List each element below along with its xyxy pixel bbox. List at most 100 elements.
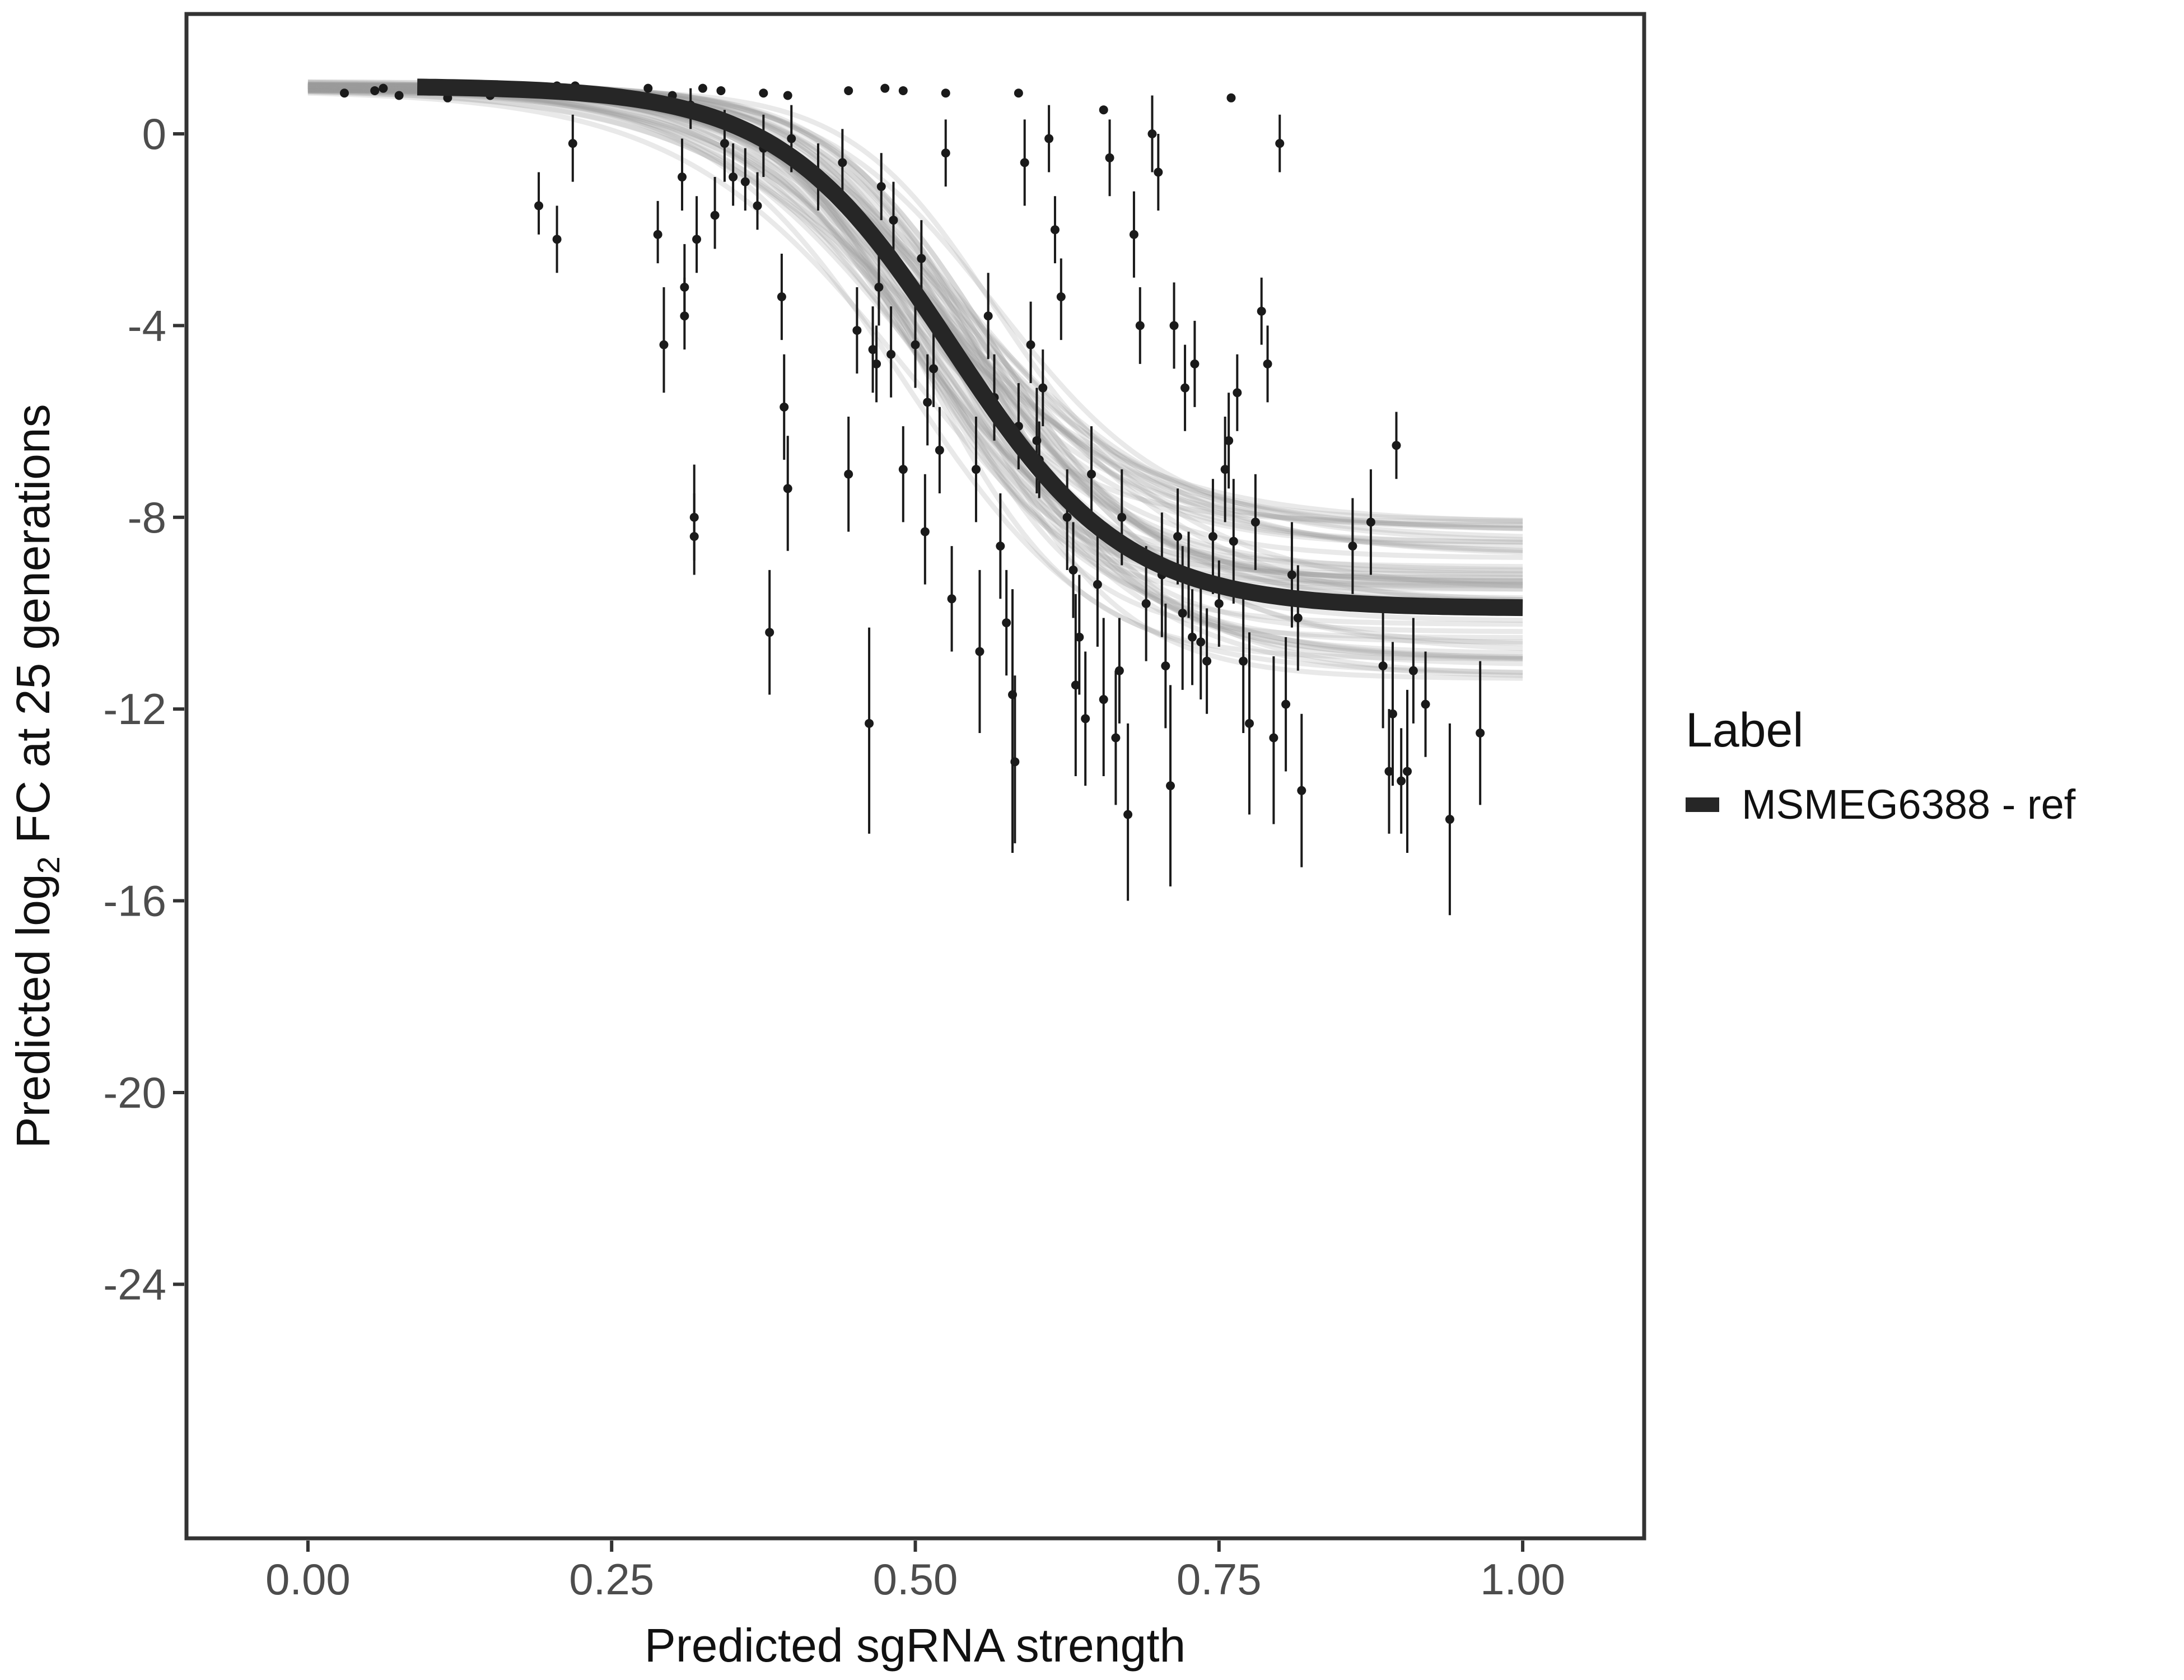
legend-entry: MSMEG6388 - ref bbox=[1686, 781, 2075, 828]
data-point bbox=[852, 325, 862, 335]
data-point bbox=[1378, 661, 1388, 671]
data-point bbox=[911, 340, 920, 349]
data-point bbox=[765, 628, 774, 637]
data-point bbox=[1020, 158, 1029, 167]
data-point bbox=[1348, 542, 1357, 551]
data-point bbox=[1229, 536, 1238, 546]
data-point bbox=[898, 465, 908, 474]
data-point bbox=[872, 359, 881, 368]
data-point bbox=[710, 211, 720, 220]
data-point bbox=[1071, 680, 1080, 690]
y-title-post: FC at 25 generations bbox=[7, 404, 59, 856]
data-point bbox=[889, 216, 898, 225]
legend-label: MSMEG6388 - ref bbox=[1742, 781, 2076, 828]
data-point bbox=[844, 86, 853, 95]
data-point bbox=[534, 201, 544, 211]
data-point bbox=[1075, 632, 1084, 642]
data-point bbox=[1281, 699, 1291, 709]
data-point bbox=[920, 527, 930, 536]
data-point bbox=[1129, 230, 1138, 239]
data-point bbox=[1008, 690, 1018, 699]
data-point bbox=[394, 91, 404, 100]
data-point bbox=[844, 469, 853, 479]
data-point bbox=[1250, 517, 1260, 527]
y-axis-title: Predicted log2 FC at 25 generations bbox=[7, 404, 66, 1148]
data-point bbox=[659, 340, 669, 349]
data-point bbox=[1056, 292, 1066, 302]
data-points bbox=[339, 81, 1485, 824]
data-point bbox=[935, 445, 944, 455]
data-point bbox=[1224, 436, 1234, 445]
y-tick-label: -12 bbox=[103, 684, 166, 734]
data-point bbox=[1166, 781, 1175, 791]
data-point bbox=[917, 254, 926, 263]
data-point bbox=[1141, 599, 1151, 608]
data-point bbox=[1384, 767, 1394, 776]
data-point bbox=[1099, 695, 1108, 704]
data-point bbox=[1062, 512, 1072, 522]
x-tick-label: 0.25 bbox=[569, 1555, 654, 1604]
data-point bbox=[680, 311, 689, 321]
data-point bbox=[1397, 776, 1406, 786]
data-point bbox=[1190, 359, 1200, 368]
data-point bbox=[1245, 718, 1254, 728]
data-point bbox=[680, 282, 689, 292]
data-point bbox=[1105, 153, 1114, 162]
data-point bbox=[1135, 321, 1145, 330]
data-point bbox=[838, 158, 847, 167]
data-point bbox=[552, 235, 562, 244]
x-axis-title: Predicted sgRNA strength bbox=[645, 1619, 1186, 1672]
data-point bbox=[941, 88, 950, 98]
data-point bbox=[1026, 340, 1035, 349]
data-point bbox=[740, 177, 750, 186]
data-point bbox=[1178, 608, 1187, 618]
legend-key bbox=[1686, 797, 1719, 812]
data-point bbox=[1068, 565, 1078, 575]
data-point bbox=[1147, 129, 1157, 138]
data-point bbox=[1214, 599, 1224, 608]
data-point bbox=[1388, 709, 1397, 718]
data-point bbox=[1392, 441, 1401, 450]
y-tick-label: -24 bbox=[103, 1259, 166, 1309]
y-title-pre: Predicted log bbox=[7, 874, 59, 1148]
data-point bbox=[1169, 321, 1179, 330]
data-point bbox=[643, 83, 653, 93]
data-point bbox=[753, 201, 762, 211]
data-point bbox=[1099, 105, 1108, 115]
data-point bbox=[1421, 699, 1430, 709]
data-point bbox=[874, 282, 884, 292]
data-point bbox=[1087, 469, 1096, 479]
data-point bbox=[1287, 570, 1296, 580]
y-axis-ticks: 0 -4 -8 -12 -16 -20 -24 bbox=[103, 109, 184, 1309]
x-axis-ticks: 0.00 0.25 0.50 0.75 1.00 bbox=[265, 1541, 1565, 1604]
data-point bbox=[339, 88, 349, 98]
data-point bbox=[777, 292, 786, 302]
data-point bbox=[1297, 786, 1306, 795]
data-point bbox=[1050, 225, 1060, 235]
data-point bbox=[783, 484, 792, 493]
posterior-draw bbox=[307, 87, 1523, 675]
y-tick-label: -4 bbox=[128, 301, 166, 350]
data-point bbox=[729, 172, 738, 182]
data-point bbox=[1408, 666, 1418, 675]
data-point bbox=[886, 349, 896, 359]
data-point bbox=[1226, 93, 1236, 102]
data-point bbox=[716, 86, 726, 95]
data-point bbox=[1257, 306, 1266, 316]
data-point bbox=[1220, 465, 1230, 474]
data-point bbox=[983, 311, 993, 321]
data-point bbox=[1111, 733, 1121, 743]
data-point bbox=[780, 402, 789, 412]
y-tick-label: -20 bbox=[103, 1068, 166, 1117]
data-point bbox=[1173, 532, 1183, 542]
data-point bbox=[1114, 666, 1124, 675]
data-point bbox=[1263, 359, 1272, 368]
data-point bbox=[941, 148, 950, 158]
fit-curve bbox=[417, 78, 1523, 617]
data-point bbox=[947, 594, 956, 604]
data-point bbox=[1196, 637, 1206, 647]
data-point bbox=[868, 345, 878, 354]
data-point bbox=[1239, 656, 1248, 666]
data-point bbox=[783, 91, 792, 100]
data-point bbox=[678, 172, 687, 182]
